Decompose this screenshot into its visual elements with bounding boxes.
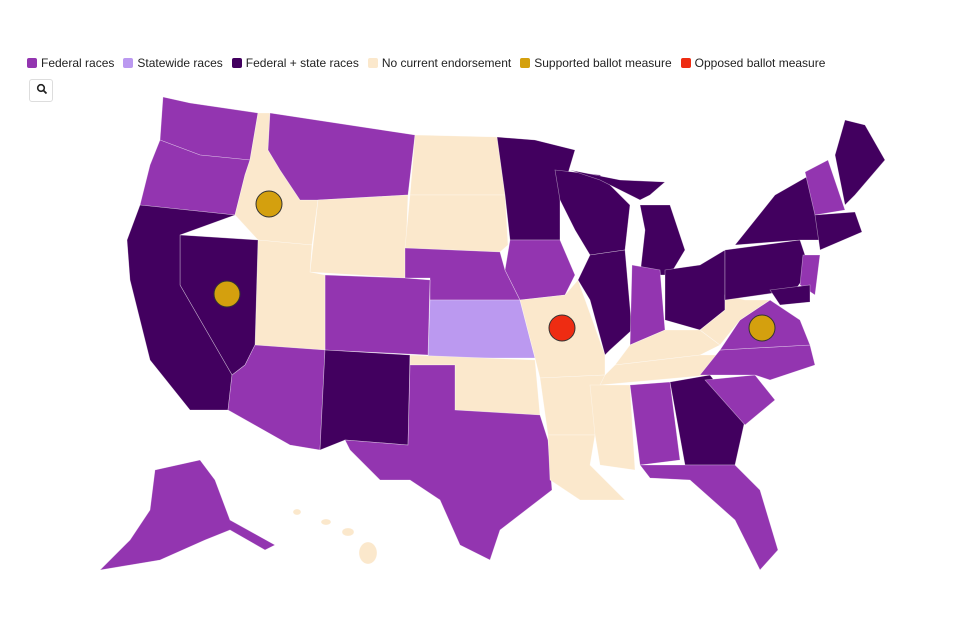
state[interactable] (704, 374, 776, 426)
state[interactable] (319, 349, 411, 451)
legend-label: No current endorsement (381, 56, 512, 70)
legend-label: Statewide races (137, 56, 223, 70)
state[interactable] (267, 112, 416, 201)
state[interactable] (126, 204, 236, 411)
legend-item[interactable]: Federal + state races (231, 56, 359, 70)
search-icon (36, 83, 48, 95)
legend-item[interactable]: Supported ballot measure (520, 56, 672, 70)
legend: Federal races Statewide races Federal + st… (27, 56, 825, 70)
state[interactable] (799, 254, 821, 296)
state[interactable] (324, 274, 431, 356)
legend-item[interactable]: No current endorsement (367, 56, 512, 70)
states (99, 96, 886, 571)
state[interactable] (292, 508, 302, 516)
state[interactable] (814, 211, 863, 251)
legend-label: Opposed ballot measure (694, 56, 826, 70)
legend-label: Federal races (41, 56, 115, 70)
state[interactable] (309, 194, 409, 279)
legend-swatch (367, 58, 378, 68)
state[interactable] (734, 174, 821, 246)
state[interactable] (639, 204, 686, 276)
ballot-marker[interactable] (548, 314, 576, 342)
state[interactable] (569, 169, 666, 201)
state[interactable] (320, 518, 332, 526)
state[interactable] (577, 249, 633, 356)
legend-item[interactable]: Statewide races (123, 56, 223, 70)
state[interactable] (341, 527, 355, 537)
state[interactable] (629, 381, 681, 466)
state[interactable] (699, 294, 771, 346)
ballot-marker[interactable] (213, 280, 241, 308)
legend-item[interactable]: Opposed ballot measure (680, 56, 826, 70)
state[interactable] (769, 284, 811, 306)
ballot-markers (213, 190, 776, 342)
legend-swatch (27, 58, 37, 68)
state[interactable] (404, 194, 509, 253)
state[interactable] (344, 364, 553, 561)
state[interactable] (358, 541, 378, 565)
ballot-marker[interactable] (748, 314, 776, 342)
state[interactable] (427, 299, 536, 359)
legend-swatch (123, 58, 134, 68)
legend-swatch (520, 58, 531, 68)
state[interactable] (834, 119, 886, 206)
state[interactable] (496, 136, 576, 241)
state[interactable] (699, 344, 816, 381)
search-button[interactable] (29, 79, 53, 102)
state[interactable] (639, 464, 779, 571)
state[interactable] (409, 134, 506, 196)
state[interactable] (99, 459, 276, 571)
legend-swatch (231, 58, 242, 68)
state[interactable] (804, 159, 846, 216)
state[interactable] (589, 384, 636, 471)
legend-label: Federal + state races (245, 56, 359, 70)
state[interactable] (504, 239, 576, 301)
ballot-marker[interactable] (255, 190, 283, 218)
legend-item[interactable]: Federal races (27, 56, 114, 70)
legend-swatch (680, 58, 691, 68)
legend-label: Supported ballot measure (534, 56, 672, 70)
